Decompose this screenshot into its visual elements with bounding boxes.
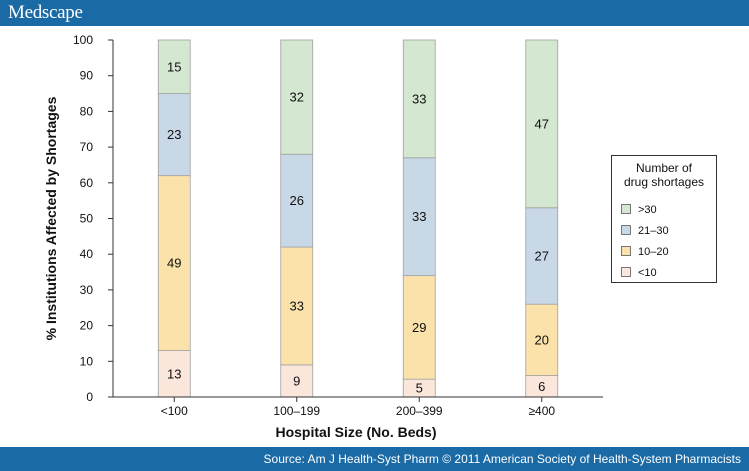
bar-segment bbox=[280, 246, 314, 366]
legend-swatch-21-30 bbox=[621, 225, 631, 236]
x-axis-title: Hospital Size (No. Beds) bbox=[275, 424, 436, 440]
bar-segment bbox=[157, 39, 191, 94]
legend-swatch-lt10 bbox=[621, 267, 631, 278]
legend-item-10-20: 10–20 bbox=[621, 246, 669, 258]
legend-swatch-10-20 bbox=[621, 246, 631, 257]
bar-segment bbox=[402, 157, 436, 277]
bar-value-label: 9 bbox=[293, 373, 300, 388]
legend-title: Number of drug shortages bbox=[612, 161, 716, 189]
bar-value-label: 13 bbox=[167, 366, 181, 381]
legend-label-21-30: 21–30 bbox=[638, 225, 669, 237]
bar-value-label: 29 bbox=[412, 320, 426, 335]
bar-segment bbox=[280, 39, 314, 155]
y-tick-label: 20 bbox=[80, 319, 94, 333]
bar-value-label: 20 bbox=[535, 332, 549, 347]
bar-value-label: 5 bbox=[416, 381, 423, 396]
y-axis-title: % Institutions Affected by Shortages bbox=[43, 96, 59, 340]
bar-value-label: 33 bbox=[412, 91, 426, 106]
legend-title-line1: Number of bbox=[635, 161, 693, 175]
bar-segment bbox=[402, 275, 436, 380]
bar-value-label: 6 bbox=[538, 379, 545, 394]
chart-legend: Number of drug shortages >30 21–30 10–20… bbox=[611, 155, 717, 283]
y-tick-label: 50 bbox=[80, 212, 94, 226]
footer-bar: Source: Am J Health-Syst Pharm © 2011 Am… bbox=[0, 447, 749, 471]
bar-segment bbox=[525, 303, 559, 376]
y-tick-label: 10 bbox=[80, 354, 94, 368]
bar-value-label: 33 bbox=[290, 298, 304, 313]
bar-segment bbox=[280, 153, 314, 248]
bar-value-label: 33 bbox=[412, 209, 426, 224]
y-tick-label: 0 bbox=[86, 390, 93, 404]
y-tick-label: 80 bbox=[80, 104, 94, 118]
bar-segment bbox=[525, 39, 559, 209]
bar-value-label: 27 bbox=[535, 248, 549, 263]
bar-segment bbox=[525, 207, 559, 305]
legend-swatch-gt30 bbox=[621, 204, 631, 215]
bar-value-label: 15 bbox=[167, 59, 181, 74]
bar-segment bbox=[157, 93, 191, 177]
y-tick-label: 40 bbox=[80, 247, 94, 261]
x-tick-label: 100–199 bbox=[273, 404, 320, 418]
x-tick-label: ≥400 bbox=[528, 404, 555, 418]
bar-value-label: 47 bbox=[535, 116, 549, 131]
legend-title-line2: drug shortages bbox=[623, 175, 705, 189]
header-bar: Medscape bbox=[0, 0, 749, 26]
y-tick-label: 100 bbox=[73, 33, 93, 47]
legend-item-lt10: <10 bbox=[621, 267, 657, 279]
bar-segment bbox=[402, 39, 436, 159]
bar-segment bbox=[280, 364, 314, 398]
source-citation: Source: Am J Health-Syst Pharm © 2011 Am… bbox=[263, 452, 741, 466]
bar-value-label: 26 bbox=[290, 193, 304, 208]
brand-logo: Medscape bbox=[8, 2, 83, 23]
legend-label-lt10: <10 bbox=[638, 267, 657, 279]
stacked-bar-chart: 0 10 20 30 40 50 60 70 80 90 100 13 49 23 15 <100 9 33 26 3… bbox=[43, 33, 603, 440]
bar-segment bbox=[157, 350, 191, 398]
bar-value-label: 32 bbox=[290, 90, 304, 105]
x-tick-label: <100 bbox=[161, 404, 188, 418]
legend-item-gt30: >30 bbox=[621, 204, 657, 216]
legend-label-gt30: >30 bbox=[638, 204, 657, 216]
bar-value-label: 23 bbox=[167, 127, 181, 142]
y-tick-label: 90 bbox=[80, 69, 94, 83]
legend-label-10-20: 10–20 bbox=[638, 246, 669, 258]
x-tick-label: 200–399 bbox=[396, 404, 443, 418]
bar-value-label: 49 bbox=[167, 256, 181, 271]
y-tick-label: 30 bbox=[80, 283, 94, 297]
y-tick-label: 70 bbox=[80, 140, 94, 154]
legend-item-21-30: 21–30 bbox=[621, 225, 669, 237]
y-tick-label: 60 bbox=[80, 176, 94, 190]
